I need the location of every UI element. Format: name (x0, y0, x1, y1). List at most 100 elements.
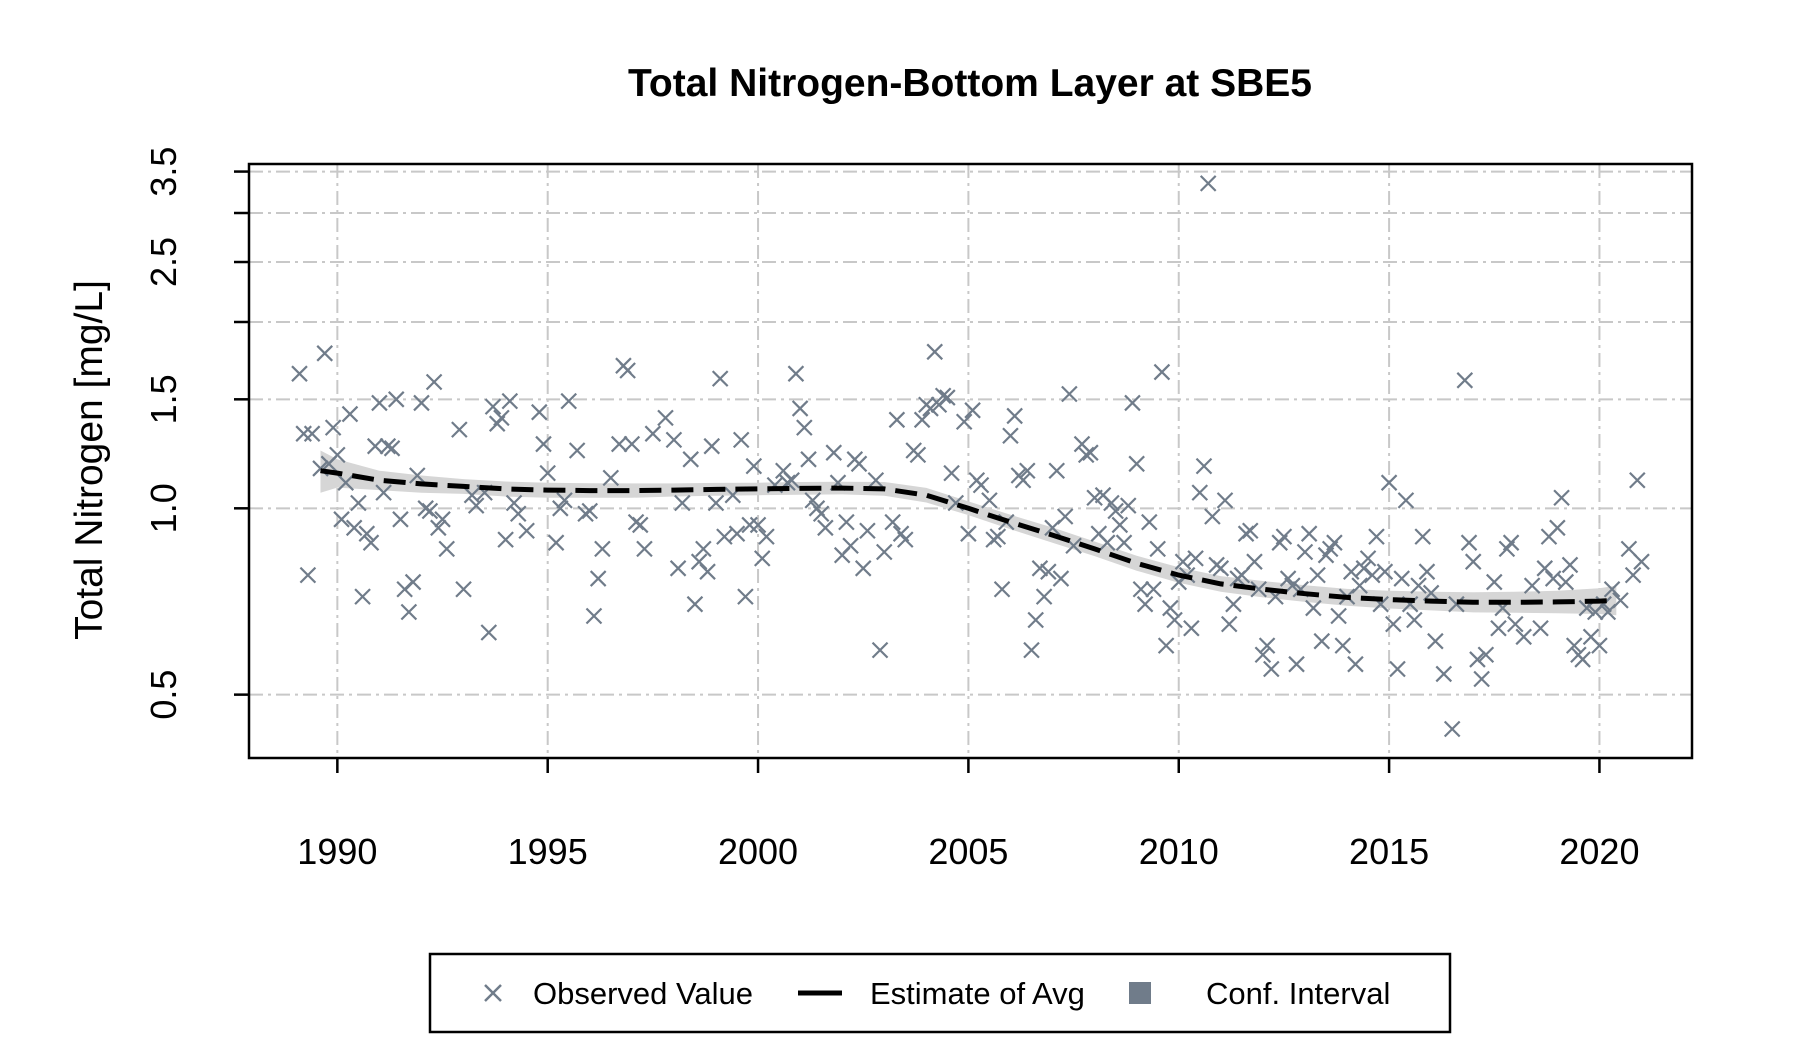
observed-point (1363, 566, 1381, 584)
observed-point (737, 588, 754, 605)
observed-point (547, 534, 565, 551)
observed-point (1342, 563, 1360, 580)
observed-point (375, 484, 392, 501)
observed-point (1351, 577, 1368, 594)
observed-point (1191, 484, 1209, 501)
observed-point (1023, 641, 1040, 659)
observed-point (1326, 534, 1343, 551)
observed-point (467, 497, 485, 514)
observed-point (1107, 502, 1124, 520)
observed-point (1507, 615, 1524, 633)
observed-point (1124, 394, 1141, 412)
observed-point (854, 560, 872, 577)
observed-point (1347, 655, 1364, 673)
observed-point (295, 425, 312, 442)
observed-point (1250, 580, 1267, 598)
observed-point (1591, 637, 1608, 654)
y-tick-label: 3.5 (143, 147, 184, 197)
observed-point (1523, 577, 1541, 594)
observed-point (728, 525, 746, 542)
observed-point (404, 573, 422, 591)
observed-point (636, 540, 653, 558)
observed-point (1565, 637, 1583, 654)
observed-point (1603, 580, 1621, 598)
observed-point (1557, 573, 1575, 591)
observed-point (1225, 595, 1242, 613)
y-tick-label: 1.0 (143, 483, 184, 533)
observed-point (623, 435, 641, 453)
legend: Observed Value Estimate of Avg Conf. Int… (428, 952, 1452, 1034)
observed-point (463, 486, 481, 504)
observed-point (817, 519, 834, 537)
observed-point (1477, 646, 1495, 664)
observed-point (392, 511, 409, 528)
legend-estimate-label: Estimate of Avg (870, 976, 1085, 1011)
observed-point (366, 437, 384, 455)
observed-point (644, 425, 662, 442)
observed-point (1397, 492, 1415, 509)
y-tick-label: 2.5 (143, 237, 184, 287)
observed-point (1422, 584, 1440, 602)
average-line-path (320, 468, 1617, 605)
observed-point (1485, 573, 1503, 591)
observed-point (1019, 462, 1036, 480)
observed-point (1300, 525, 1318, 542)
observed-point (371, 394, 388, 412)
observed-point (291, 365, 308, 382)
observed-point (1418, 563, 1436, 580)
observed-point (451, 421, 468, 438)
observed-point (1052, 570, 1070, 587)
observed-point (1166, 611, 1183, 629)
observed-point (939, 389, 956, 406)
observed-point (1629, 471, 1646, 489)
observed-point (324, 419, 342, 436)
x-tick-label: 1990 (297, 831, 377, 872)
observed-point (430, 519, 447, 537)
observed-point (438, 540, 456, 558)
observed-point (1199, 175, 1217, 192)
observed-point (1040, 563, 1057, 580)
observed-point (1136, 595, 1154, 613)
observed-point (699, 563, 716, 580)
observed-point (1263, 660, 1280, 678)
observed-point (972, 476, 990, 494)
observed-point (964, 402, 981, 419)
observed-point (1014, 471, 1032, 489)
observed-point (1427, 632, 1444, 650)
observed-point (1233, 566, 1251, 584)
observed-point (745, 457, 763, 475)
observed-point (1620, 540, 1638, 558)
observed-point (1469, 651, 1486, 668)
y-axis: 0.5 1.0 1.5 2.5 3.5 (143, 147, 249, 720)
x-tick-label: 1995 (508, 831, 588, 872)
observed-point (1393, 570, 1410, 587)
legend-box (428, 952, 1452, 1034)
observed-point (1216, 492, 1234, 509)
observed-point (1385, 615, 1402, 633)
legend-x-marker-icon (484, 984, 502, 1002)
observed-point (1359, 550, 1377, 567)
observed-point (350, 494, 367, 512)
observed-point (1435, 665, 1453, 683)
observed-point (1002, 427, 1019, 445)
observed-point (1313, 632, 1331, 650)
observed-point (518, 522, 535, 540)
observed-point (1132, 580, 1150, 598)
observed-point (1309, 566, 1326, 584)
observed-point (871, 641, 889, 659)
observed-point (1549, 519, 1566, 537)
observed-point (850, 455, 868, 473)
observed-point (333, 511, 350, 528)
observed-point (1464, 553, 1482, 570)
observed-point (753, 550, 771, 567)
observed-point (842, 537, 859, 555)
observed-point (695, 540, 712, 558)
observed-point (1612, 592, 1629, 609)
observed-point (1174, 553, 1192, 570)
observed-point (926, 343, 944, 361)
observed-point (1410, 577, 1427, 594)
observed-point (1153, 363, 1171, 381)
observed-point (1098, 534, 1116, 551)
observed-point (875, 543, 893, 561)
y-axis-label: Total Nitrogen [mg/L] (68, 280, 111, 640)
